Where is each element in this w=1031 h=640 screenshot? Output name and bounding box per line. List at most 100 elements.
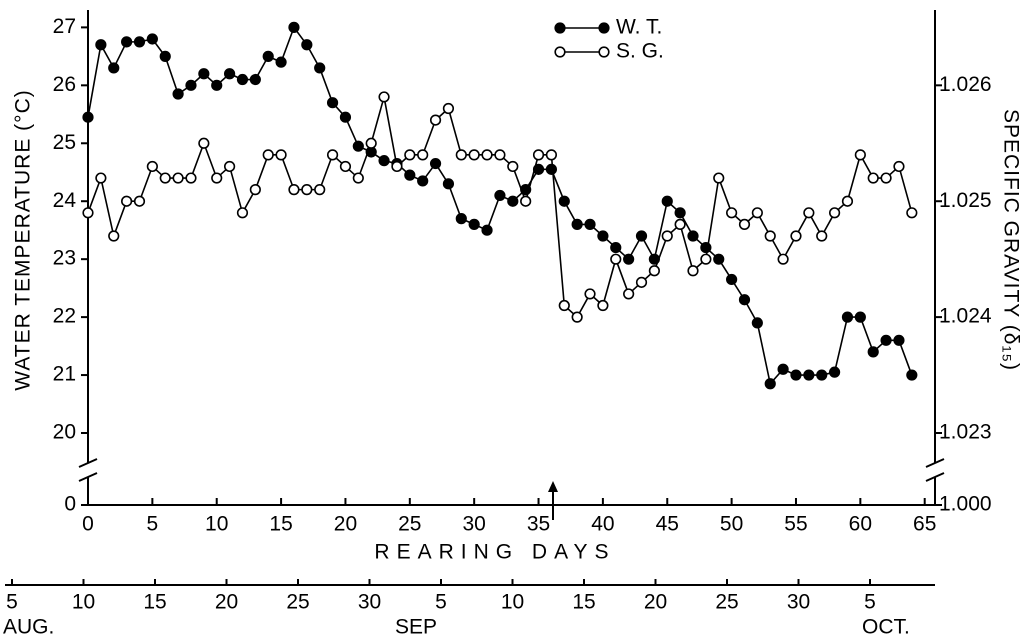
marker [674, 218, 686, 230]
marker [545, 149, 558, 161]
marker [816, 230, 828, 242]
marker [554, 46, 566, 58]
x-tick-label: 55 [784, 513, 807, 536]
x-tick-label: 60 [849, 513, 872, 536]
marker [764, 230, 776, 242]
x-tick-label: 5 [147, 513, 159, 536]
marker [339, 111, 352, 123]
marker [854, 311, 866, 323]
marker [494, 149, 506, 161]
marker [133, 36, 146, 48]
marker [481, 149, 493, 161]
x-tick-label: 20 [334, 513, 357, 536]
x-tick-label: 40 [591, 513, 614, 536]
marker [726, 207, 738, 219]
marker [82, 111, 94, 123]
marker [121, 195, 133, 207]
marker [95, 172, 107, 184]
marker [532, 149, 545, 161]
marker [687, 265, 699, 277]
marker [713, 253, 725, 265]
x-tick-label: 35 [527, 513, 550, 536]
date-tick-label: 20 [644, 591, 667, 614]
marker [777, 253, 789, 265]
marker [146, 33, 158, 45]
y-axis-label: WATER TEMPERATURE (°C) [12, 89, 35, 390]
marker [554, 22, 566, 34]
marker [236, 73, 249, 86]
marker [275, 149, 287, 161]
marker [236, 207, 249, 219]
marker [726, 273, 738, 286]
marker [635, 276, 648, 288]
y-tick-label: 24 [53, 189, 77, 212]
marker [880, 172, 892, 184]
marker [841, 311, 854, 323]
x-tick-label: 25 [398, 513, 421, 536]
marker [481, 224, 493, 236]
x-tick-label: 30 [462, 513, 485, 536]
marker [558, 195, 570, 207]
marker [738, 294, 751, 306]
marker [790, 230, 802, 242]
marker [764, 378, 776, 390]
marker [803, 369, 815, 381]
marker [172, 88, 184, 100]
marker [468, 218, 480, 230]
x-tick-label: 15 [269, 513, 292, 536]
marker [133, 195, 146, 207]
marker [623, 253, 635, 265]
y-tick-label: 27 [53, 15, 76, 38]
marker [391, 160, 403, 173]
date-tick-label: 30 [358, 591, 381, 614]
marker [417, 175, 429, 187]
marker [352, 140, 364, 152]
marker [314, 62, 326, 74]
marker [378, 155, 390, 167]
series-line [87, 25, 913, 386]
y2-tick-label: 1.025 [939, 189, 992, 212]
marker [816, 369, 828, 381]
y2-tick-label: 1.024 [939, 305, 992, 328]
marker [455, 149, 467, 161]
date-tick-label: 25 [286, 591, 309, 614]
marker [417, 149, 429, 161]
marker [893, 160, 905, 173]
marker [598, 22, 610, 34]
marker [841, 195, 854, 207]
marker [108, 230, 120, 242]
legend-label: W. T. [616, 16, 662, 39]
marker [828, 366, 841, 378]
date-tick-label: 10 [501, 591, 524, 614]
marker [893, 334, 905, 346]
x-axis-label: REARING DAYS [374, 541, 615, 564]
marker [352, 172, 364, 184]
date-tick-label: 25 [715, 591, 738, 614]
marker [597, 299, 609, 312]
marker [867, 346, 879, 358]
marker [661, 230, 673, 242]
marker [301, 39, 313, 51]
marker [314, 184, 326, 196]
legend-item: S. G. [554, 40, 664, 63]
marker [455, 213, 467, 225]
marker [249, 73, 261, 86]
marker [442, 178, 455, 190]
date-tick-label: 20 [215, 591, 238, 614]
marker [404, 149, 416, 161]
marker [404, 169, 416, 181]
series [82, 91, 918, 323]
y-tick-label: 22 [53, 305, 76, 328]
marker [906, 207, 918, 219]
month-label: SEP [395, 616, 437, 639]
marker [262, 50, 274, 62]
axis-break [925, 458, 945, 468]
y-tick-label: 20 [53, 421, 76, 444]
marker [249, 184, 261, 196]
marker [121, 36, 133, 48]
marker [211, 79, 223, 91]
x-tick-label: 65 [913, 513, 936, 536]
y2-axis-label: SPECIFIC GRAVITY (δ₁₅) [999, 109, 1022, 371]
marker [803, 207, 815, 219]
marker [507, 160, 519, 173]
